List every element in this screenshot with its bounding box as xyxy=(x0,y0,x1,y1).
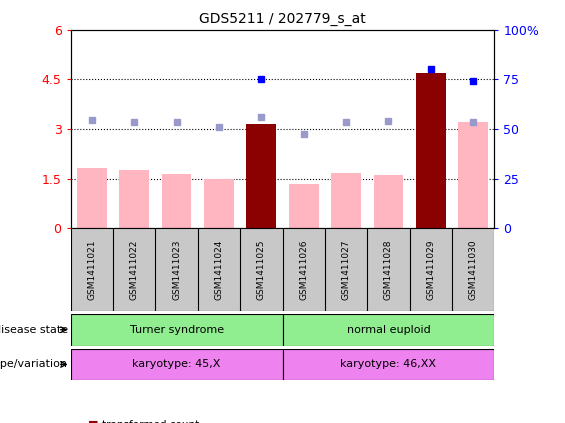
Text: genotype/variation: genotype/variation xyxy=(0,360,68,369)
Text: disease state: disease state xyxy=(0,325,68,335)
Text: GSM1411026: GSM1411026 xyxy=(299,239,308,300)
Bar xyxy=(119,170,149,228)
Text: GSM1411030: GSM1411030 xyxy=(469,239,477,300)
Text: GSM1411024: GSM1411024 xyxy=(215,239,223,300)
Text: GSM1411021: GSM1411021 xyxy=(88,239,96,300)
Bar xyxy=(416,73,446,228)
Text: karyotype: 45,X: karyotype: 45,X xyxy=(132,360,221,369)
Bar xyxy=(71,314,282,346)
Bar xyxy=(331,173,361,228)
Bar xyxy=(246,124,276,228)
Bar xyxy=(282,314,494,346)
Bar xyxy=(204,179,234,228)
Text: karyotype: 46,XX: karyotype: 46,XX xyxy=(341,360,436,369)
Text: GSM1411029: GSM1411029 xyxy=(427,239,435,300)
Bar xyxy=(373,175,403,228)
Text: Turner syndrome: Turner syndrome xyxy=(129,325,224,335)
Text: normal euploid: normal euploid xyxy=(346,325,431,335)
Bar xyxy=(282,349,494,380)
Text: transformed count: transformed count xyxy=(102,420,199,423)
Text: GSM1411027: GSM1411027 xyxy=(342,239,350,300)
Bar xyxy=(458,122,488,228)
Bar xyxy=(71,349,282,380)
Text: GSM1411025: GSM1411025 xyxy=(257,239,266,300)
Text: GSM1411028: GSM1411028 xyxy=(384,239,393,300)
Bar xyxy=(162,174,192,228)
Text: GSM1411022: GSM1411022 xyxy=(130,239,138,300)
Title: GDS5211 / 202779_s_at: GDS5211 / 202779_s_at xyxy=(199,12,366,26)
Bar xyxy=(77,168,107,228)
Bar xyxy=(289,184,319,228)
Text: GSM1411023: GSM1411023 xyxy=(172,239,181,300)
Text: ■: ■ xyxy=(88,420,98,423)
